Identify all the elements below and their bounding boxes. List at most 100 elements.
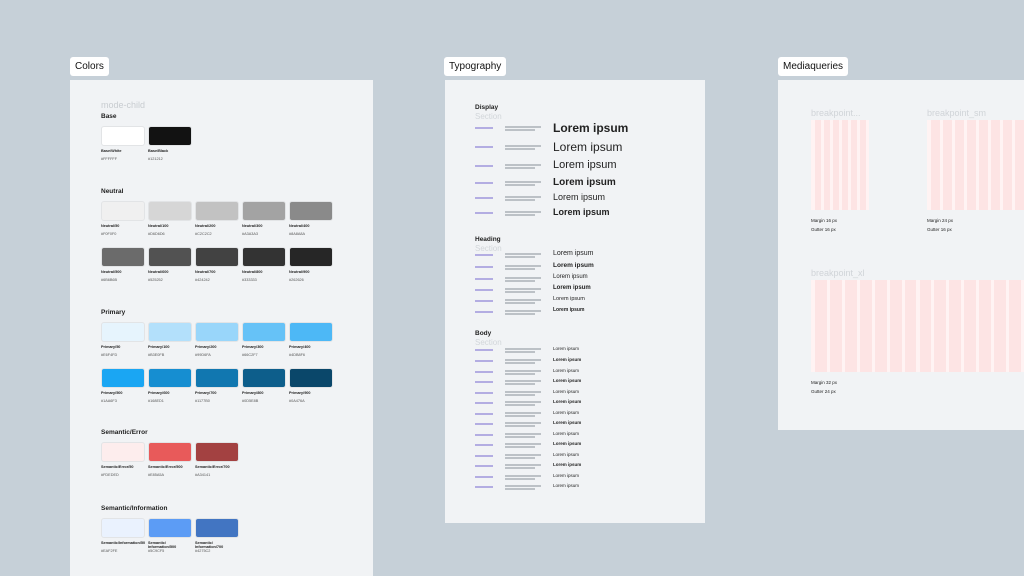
meta-placeholder	[505, 313, 535, 315]
section-title: Body	[475, 330, 492, 337]
meta-placeholder	[505, 268, 535, 270]
grid-column	[1015, 120, 1024, 210]
meta-placeholder	[505, 302, 535, 304]
meta-placeholder	[505, 348, 541, 350]
swatch-name: Neutral/900	[289, 270, 310, 274]
meta-placeholder	[505, 391, 541, 393]
meta-placeholder	[505, 436, 535, 438]
frame-label[interactable]: Mediaqueries	[778, 57, 849, 76]
meta-placeholder	[505, 145, 541, 147]
type-sample: Lorem ipsum	[553, 461, 582, 467]
swatch-hex: #8A8A8A	[289, 232, 306, 236]
meta-placeholder	[505, 164, 541, 166]
meta-placeholder	[505, 167, 535, 169]
grid-column	[874, 280, 887, 372]
swatch-name: Neutral/500	[101, 270, 122, 274]
swatch-hex: #4275C2	[195, 549, 211, 553]
color-swatch	[289, 322, 333, 342]
group-title: Base	[101, 113, 117, 120]
swatch-hex: #FDEDED	[101, 473, 119, 477]
meta-placeholder	[505, 394, 535, 396]
token-placeholder	[475, 486, 493, 488]
swatch-hex: #0D5E8B	[242, 399, 259, 403]
token-placeholder	[475, 165, 493, 167]
breakpoint-preview	[811, 120, 869, 210]
swatch-name: Primary/500	[101, 391, 123, 395]
type-sample: Lorem ipsum	[553, 192, 606, 202]
type-sample: Lorem ipsum	[553, 274, 588, 280]
color-swatch	[195, 247, 239, 267]
breakpoint-name: breakpoint_sm	[927, 108, 987, 118]
meta-placeholder	[505, 148, 535, 150]
grid-column	[851, 120, 857, 210]
token-placeholder	[475, 423, 493, 425]
swatch-hex: #D6D6D6	[148, 232, 165, 236]
swatch-name: Neutral/700	[195, 270, 216, 274]
meta-placeholder	[505, 181, 541, 183]
type-sample: Lorem ipsum	[553, 440, 582, 446]
color-swatch	[148, 518, 192, 538]
meta-placeholder	[505, 129, 535, 131]
grid-column	[979, 120, 988, 210]
meta-placeholder	[505, 478, 535, 480]
type-sample: Lorem ipsum	[553, 261, 594, 269]
swatch-hex: #1177B0	[195, 399, 210, 403]
mode-label: mode-child	[101, 100, 146, 110]
section-title: Display	[475, 104, 499, 111]
token-placeholder	[475, 182, 493, 184]
color-swatch	[148, 201, 192, 221]
meta-placeholder	[505, 475, 541, 477]
section-subtitle: Section	[475, 244, 502, 253]
color-swatch	[148, 368, 192, 388]
meta-placeholder	[505, 351, 535, 353]
token-placeholder	[475, 476, 493, 478]
swatch-hex: #6B6B6B	[101, 278, 118, 282]
swatch-name: Primary/600	[148, 391, 170, 395]
swatch-hex: #F0F0F0	[101, 232, 117, 236]
colors-frame[interactable]: mode-child Base Base/White #FFFFFF Base/Bla…	[70, 80, 373, 576]
token-placeholder	[475, 197, 493, 199]
frame-label[interactable]: Colors	[70, 57, 109, 76]
swatch-hex: #5C9CF5	[148, 549, 165, 553]
type-sample: Lorem ipsum	[553, 307, 585, 314]
breakpoint-preview	[927, 120, 1024, 210]
color-swatch	[242, 201, 286, 221]
swatch-name: Primary/400	[289, 345, 311, 349]
swatch-name: Semantic/ Information/700	[195, 541, 224, 549]
swatch-hex: #0A476A	[289, 399, 305, 403]
grid-column	[860, 120, 866, 210]
token-placeholder	[475, 392, 493, 394]
swatch-name: Primary/50	[101, 345, 121, 349]
swatch-name: Neutral/100	[148, 224, 169, 228]
grid-column	[949, 280, 962, 372]
meta-placeholder	[505, 433, 541, 435]
type-sample: Lorem ipsum	[553, 176, 616, 188]
meta-placeholder	[505, 404, 535, 406]
token-placeholder	[475, 381, 493, 383]
swatch-name: Primary/700	[195, 391, 217, 395]
meta-placeholder	[505, 214, 535, 216]
swatch-hex: #121212	[148, 157, 163, 161]
grid-column	[991, 120, 1000, 210]
color-swatch	[148, 322, 192, 342]
token-placeholder	[475, 289, 493, 291]
token-placeholder	[475, 465, 493, 467]
meta-placeholder	[505, 211, 541, 213]
grid-column	[979, 280, 992, 372]
typography-frame[interactable]: Display Section Lorem ipsum Lorem ipsum Lore…	[445, 80, 705, 523]
color-swatch	[289, 368, 333, 388]
breakpoint-margin: Margin 32 px	[811, 380, 838, 385]
meta-placeholder	[505, 370, 541, 372]
meta-placeholder	[505, 412, 541, 414]
color-swatch	[195, 322, 239, 342]
frame-label[interactable]: Typography	[444, 57, 507, 76]
type-sample: Lorem ipsum	[553, 377, 582, 383]
grid-column	[815, 280, 827, 372]
swatch-hex: #FFFFFF	[101, 157, 118, 161]
meta-placeholder	[505, 299, 541, 301]
swatch-hex: #EAF2FE	[101, 549, 118, 553]
type-sample: Lorem ipsum	[553, 345, 580, 351]
color-swatch	[242, 368, 286, 388]
mediaqueries-frame[interactable]: breakpoint... Margin 16 px Gutter 16 px bre…	[778, 80, 1024, 430]
token-placeholder	[475, 311, 493, 313]
